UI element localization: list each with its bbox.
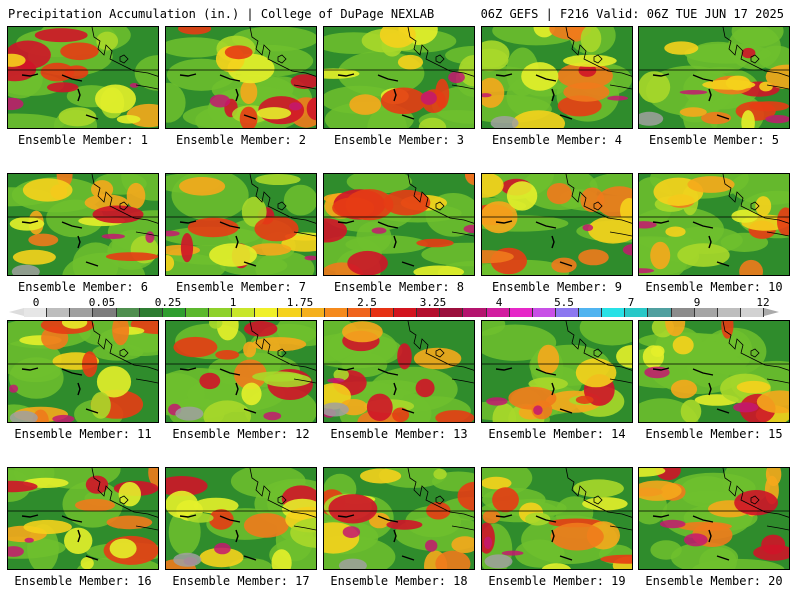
member-map-panel [638,467,790,570]
member-map-panel [323,173,475,276]
colorbar-cell [278,308,302,317]
member-map-panel [7,467,159,570]
colorbar: 0 0.05 0.25 1 1.75 2.5 3.25 4 5.5 7 9 12 [0,294,800,322]
colorbar-cell [625,308,649,317]
colorbar-tick-label: 12 [756,296,770,309]
colorbar-cell [555,308,579,317]
member-map-panel [323,320,475,423]
colorbar-tick-label: 2.5 [357,296,377,309]
ensemble-member-label: Ensemble Member: 9 [491,280,623,294]
member-map-panel [7,26,159,129]
ensemble-member-label: Ensemble Member: 17 [172,574,310,588]
colorbar-cell [671,308,695,317]
colorbar-cell [740,308,764,317]
colorbar-cell [394,308,418,317]
ensemble-member-label: Ensemble Member: 1 [17,133,149,147]
colorbar-scale [24,308,764,317]
colorbar-tick-label: 9 [693,296,701,309]
ensemble-member-label: Ensemble Member: 3 [333,133,465,147]
run-valid-time: 06Z GEFS | F216 Valid: 06Z TUE JUN 17 20… [480,7,784,21]
colorbar-cell [463,308,487,317]
colorbar-cell [532,308,556,317]
ensemble-member-label: Ensemble Member: 11 [14,427,152,441]
colorbar-tick-label: 3.25 [419,296,447,309]
colorbar-cell [347,308,371,317]
colorbar-tick-label: 1 [229,296,237,309]
member-map-panel [638,320,790,423]
ensemble-member-label: Ensemble Member: 18 [330,574,468,588]
page-title: Precipitation Accumulation (in.) | Colle… [8,7,435,21]
colorbar-cell [694,308,718,317]
member-map-panel [481,26,633,129]
colorbar-cell [579,308,603,317]
colorbar-cell [370,308,394,317]
colorbar-cell [602,308,626,317]
colorbar-cell [255,308,279,317]
member-map-panel [481,467,633,570]
colorbar-tick-label: 0 [32,296,40,309]
colorbar-tick-label: 0.05 [88,296,116,309]
member-map-panel [165,467,317,570]
header: Precipitation Accumulation (in.) | Colle… [0,0,800,28]
colorbar-cell [301,308,325,317]
ensemble-member-label: Ensemble Member: 13 [330,427,468,441]
colorbar-cell [417,308,441,317]
ensemble-member-label: Ensemble Member: 16 [14,574,152,588]
member-map-panel [638,26,790,129]
colorbar-cell [648,308,672,317]
colorbar-min-arrow [9,308,24,316]
colorbar-cell [185,308,209,317]
colorbar-cell [70,308,94,317]
colorbar-cell [116,308,140,317]
colorbar-cell [93,308,117,317]
member-map-panel [481,320,633,423]
colorbar-cell [139,308,163,317]
member-map-panel [165,320,317,423]
ensemble-member-label: Ensemble Member: 19 [488,574,626,588]
colorbar-cell [717,308,741,317]
ensemble-member-label: Ensemble Member: 10 [645,280,783,294]
ensemble-member-label: Ensemble Member: 12 [172,427,310,441]
member-map-panel [638,173,790,276]
colorbar-tick-label: 5.5 [554,296,574,309]
colorbar-tick-label: 1.75 [286,296,314,309]
colorbar-tick-label: 0.25 [154,296,182,309]
colorbar-tick-label: 4 [495,296,503,309]
colorbar-cell [24,308,48,317]
colorbar-tick-label: 7 [627,296,635,309]
colorbar-cell [440,308,464,317]
member-map-panel [165,26,317,129]
member-map-panel [7,173,159,276]
ensemble-member-label: Ensemble Member: 2 [175,133,307,147]
ensemble-member-label: Ensemble Member: 15 [645,427,783,441]
member-map-panel [481,173,633,276]
ensemble-member-label: Ensemble Member: 5 [648,133,780,147]
ensemble-member-label: Ensemble Member: 14 [488,427,626,441]
member-map-panel [323,467,475,570]
member-map-panel [165,173,317,276]
ensemble-member-label: Ensemble Member: 20 [645,574,783,588]
colorbar-cell [232,308,256,317]
colorbar-cell [509,308,533,317]
ensemble-member-label: Ensemble Member: 6 [17,280,149,294]
colorbar-cell [486,308,510,317]
ensemble-member-label: Ensemble Member: 8 [333,280,465,294]
member-map-panel [323,26,475,129]
colorbar-cell [47,308,71,317]
member-map-panel [7,320,159,423]
ensemble-member-label: Ensemble Member: 4 [491,133,623,147]
colorbar-cell [209,308,233,317]
ensemble-member-label: Ensemble Member: 7 [175,280,307,294]
colorbar-cell [162,308,186,317]
colorbar-cell [324,308,348,317]
colorbar-max-arrow [764,308,779,316]
